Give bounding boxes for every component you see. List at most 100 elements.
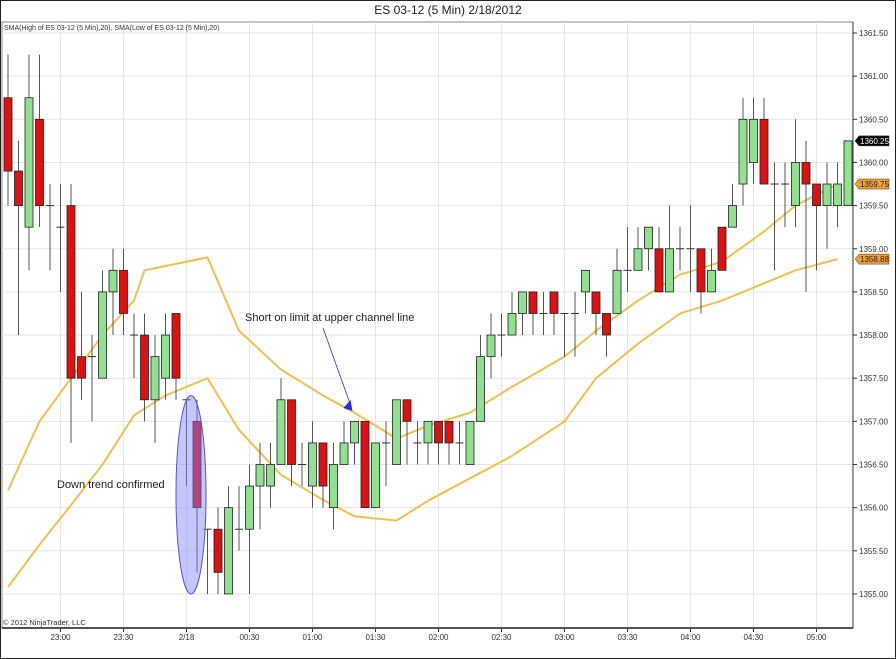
candle-body-down xyxy=(192,420,202,509)
candle xyxy=(329,442,338,530)
candle-body-up xyxy=(371,442,380,509)
candle xyxy=(255,442,265,530)
x-tick-label: 05:00 xyxy=(806,633,827,642)
candle xyxy=(728,184,737,228)
candle xyxy=(654,227,664,293)
candle xyxy=(14,140,23,336)
candle-body-up xyxy=(24,97,34,228)
candle-body-up xyxy=(791,162,800,206)
x-tick-label: 01:00 xyxy=(302,633,323,642)
candle-body-down xyxy=(528,291,538,314)
candle-body-up xyxy=(465,420,475,465)
annotation-short-limit: Short on limit at upper channel line xyxy=(245,312,414,324)
candle xyxy=(161,313,170,400)
candle xyxy=(539,291,548,336)
candle xyxy=(717,226,727,271)
candle-body-up xyxy=(339,442,349,465)
candle xyxy=(24,54,34,271)
candle xyxy=(108,248,118,336)
y-tick-label: 1359.50 xyxy=(859,202,888,211)
candle xyxy=(738,97,748,206)
candle xyxy=(392,399,401,465)
candle xyxy=(528,291,538,336)
candle-body-up xyxy=(98,291,107,379)
y-tick-label: 1356.00 xyxy=(859,504,888,513)
indicator-label: SMA(High of ES 03-12 (5 Min),20), SMA(Lo… xyxy=(4,25,220,32)
candle-body-up xyxy=(266,464,275,487)
candle xyxy=(350,420,359,465)
candle xyxy=(455,421,464,465)
candle xyxy=(507,291,517,336)
x-tick-label: 02:00 xyxy=(428,633,449,642)
price-tag-bg xyxy=(854,253,890,265)
candle-body-up xyxy=(644,226,653,250)
candle-body-down xyxy=(696,248,706,293)
x-tick-label: 02:30 xyxy=(491,633,512,642)
y-tick-label: 1360.00 xyxy=(859,158,888,167)
candle-body-up xyxy=(633,248,643,271)
y-tick-label: 1355.00 xyxy=(859,590,888,599)
candle xyxy=(56,184,65,292)
candle-body-down xyxy=(717,226,727,271)
candle xyxy=(46,184,54,271)
y-tick-label: 1358.50 xyxy=(859,288,888,297)
candle xyxy=(119,248,128,336)
candle xyxy=(676,227,684,271)
candle xyxy=(633,227,643,271)
candle xyxy=(486,313,496,379)
candle xyxy=(497,313,506,357)
candle xyxy=(287,399,296,487)
price-tag-label: 1360.25 xyxy=(860,137,889,146)
candle xyxy=(696,248,706,314)
candle-body-down xyxy=(287,399,296,465)
arrow-line xyxy=(322,327,351,406)
candle-body-down xyxy=(3,97,13,172)
candle-body-up xyxy=(255,464,265,487)
x-tick-label: 23:30 xyxy=(113,633,134,642)
candle xyxy=(812,183,821,271)
x-tick-label: 03:30 xyxy=(617,633,638,642)
axes: 1361.50 1361.00 1360.50 1360.00 1359.50 1359.… xyxy=(2,22,889,642)
candle-body-down xyxy=(318,442,328,487)
candle xyxy=(245,464,254,594)
candle xyxy=(3,54,13,206)
arrow-head xyxy=(343,400,353,412)
candle xyxy=(423,420,433,465)
candle-body-down xyxy=(35,118,44,207)
candle xyxy=(77,291,86,400)
candle-body-down xyxy=(602,313,611,336)
price-tag-bg xyxy=(854,135,890,147)
candle xyxy=(581,269,590,314)
candle xyxy=(665,205,674,293)
candle-body-up xyxy=(161,334,170,379)
candle xyxy=(235,486,243,551)
candle-body-up xyxy=(108,269,118,293)
copyright: © 2012 NinjaTrader, LLC xyxy=(3,618,86,627)
sma-low-line xyxy=(7,258,838,588)
candle-body-up xyxy=(224,507,233,595)
candle-body-down xyxy=(444,420,454,444)
sma-lines xyxy=(7,183,838,588)
candle-body-up xyxy=(350,420,359,444)
candle xyxy=(140,313,149,422)
candle xyxy=(571,291,579,357)
candle-body-down xyxy=(360,420,370,509)
candle xyxy=(801,140,811,292)
candle xyxy=(591,291,601,336)
candle xyxy=(382,421,390,487)
candle-body-down xyxy=(77,356,86,379)
candle-body-down xyxy=(654,248,664,293)
price-tag-bg xyxy=(854,178,890,190)
candle-body-up xyxy=(518,291,527,314)
candle-body-up xyxy=(308,442,317,487)
candle xyxy=(749,97,758,185)
candle xyxy=(781,162,789,228)
x-tick-label: 01:30 xyxy=(365,633,386,642)
candle-body-down xyxy=(812,183,821,206)
candle xyxy=(402,399,412,465)
candle xyxy=(35,54,44,228)
candle-body-up xyxy=(245,485,254,530)
candle-body-up xyxy=(507,313,517,336)
y-tick-label: 1361.00 xyxy=(859,72,888,81)
